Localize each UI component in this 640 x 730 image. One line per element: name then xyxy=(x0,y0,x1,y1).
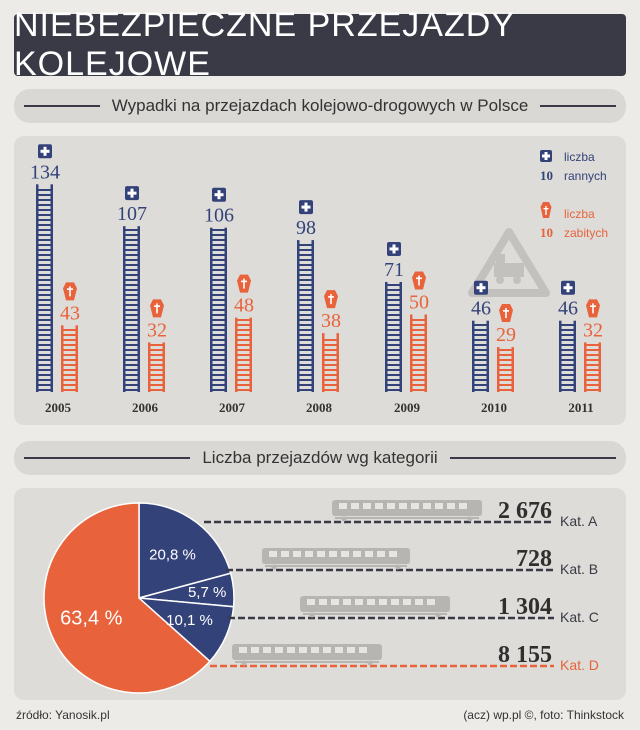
legend-injured-line1: liczba xyxy=(564,150,595,164)
injured-value-2006: 107 xyxy=(117,203,147,225)
injured-value-2007: 106 xyxy=(204,205,234,227)
train-car-icon-kata xyxy=(332,500,482,522)
injured-bar-2010 xyxy=(472,320,489,392)
category-rows: 2 676 Kat. A 728 Kat. B 1 304 Kat. C 8 155 Kat.… xyxy=(204,498,599,673)
killed-value-2006: 32 xyxy=(147,319,167,341)
accidents-bar-chart: liczba 10 rannych liczba 10 zabitych 134… xyxy=(30,144,608,415)
section-header-categories: Liczba przejazdów wg kategorii xyxy=(14,441,626,475)
injured-value-2005: 134 xyxy=(30,161,60,183)
legend-killed-line1: liczba xyxy=(564,207,595,221)
killed-coffin-icon-2009 xyxy=(412,271,426,290)
categories-pie-chart: 20,8 % 5,7 % 10,1 % 63,4 % 2 676 Kat. A 728 Ka… xyxy=(43,498,599,694)
killed-coffin-icon-2011 xyxy=(586,299,600,318)
railroad-crossing-sign-icon xyxy=(468,228,550,297)
category-label-katb: Kat. B xyxy=(560,561,598,577)
pie-slice-kata xyxy=(138,502,232,599)
injured-bar-2006 xyxy=(123,226,140,392)
injured-plus-icon-2005 xyxy=(38,144,52,159)
year-label-2009: 2009 xyxy=(394,400,421,415)
year-label-2008: 2008 xyxy=(306,400,333,415)
injured-value-2010: 46 xyxy=(471,298,491,320)
injured-value-2011: 46 xyxy=(558,298,578,320)
pie-percent-label-3: 63,4 % xyxy=(60,607,122,629)
train-car-icon-katc xyxy=(300,596,450,618)
category-label-katc: Kat. C xyxy=(560,609,599,625)
year-label-2005: 2005 xyxy=(45,400,72,415)
injured-plus-icon-2010 xyxy=(474,280,488,295)
injured-value-2009: 71 xyxy=(384,259,404,281)
killed-value-2008: 38 xyxy=(321,310,341,332)
year-label-2011: 2011 xyxy=(568,400,593,415)
footer-credit: (acz) wp.pl ©, foto: Thinkstock xyxy=(463,708,624,722)
killed-coffin-icon-2006 xyxy=(150,299,164,318)
page-title: NIEBEZPIECZNE PRZEJAZDY KOLEJOWE xyxy=(14,6,626,83)
injured-value-2008: 98 xyxy=(296,217,316,239)
legend-injured-line2: rannych xyxy=(564,169,607,183)
page-title-text: NIEBEZPIECZNE PRZEJAZDY KOLEJOWE xyxy=(14,6,515,83)
pie-slice-katd xyxy=(43,502,211,694)
pie-group: 20,8 % 5,7 % 10,1 % 63,4 % xyxy=(43,502,235,694)
killed-coffin-icon-2008 xyxy=(324,290,338,309)
killed-bar-2011 xyxy=(584,342,601,392)
injured-plus-icon-2009 xyxy=(387,241,401,256)
killed-coffin-icon-2005 xyxy=(63,282,77,301)
category-label-katd: Kat. D xyxy=(560,657,599,673)
pie-percent-label-2: 10,1 % xyxy=(166,612,213,629)
killed-bar-2007 xyxy=(235,317,252,392)
killed-value-2010: 29 xyxy=(496,324,516,346)
train-car-icon-katd xyxy=(232,644,382,666)
year-label-2007: 2007 xyxy=(219,400,246,415)
injured-bar-2008 xyxy=(297,240,314,392)
killed-bar-2009 xyxy=(410,314,427,392)
train-car-icon-katb xyxy=(262,548,410,570)
killed-value-2005: 43 xyxy=(60,302,80,324)
killed-value-2009: 50 xyxy=(409,292,429,314)
injured-bar-2009 xyxy=(385,281,402,392)
legend-killed-line2: zabitych xyxy=(564,226,608,240)
injured-plus-icon-2006 xyxy=(125,186,139,201)
category-value-katd: 8 155 xyxy=(498,642,552,668)
killed-value-2011: 32 xyxy=(583,319,603,341)
killed-bar-2006 xyxy=(148,342,165,392)
killed-value-2007: 48 xyxy=(234,295,254,317)
legend: liczba 10 rannych liczba 10 zabitych xyxy=(540,150,608,240)
injured-plus-icon-2011 xyxy=(561,280,575,295)
killed-bar-2005 xyxy=(61,325,78,392)
killed-coffin-icon-2007 xyxy=(237,274,251,293)
category-value-katc: 1 304 xyxy=(498,594,552,620)
year-label-2010: 2010 xyxy=(481,400,507,415)
injured-bar-2005 xyxy=(36,184,53,392)
injured-bar-2011 xyxy=(559,320,576,392)
section-title-categories: Liczba przejazdów wg kategorii xyxy=(190,448,450,468)
killed-bar-2010 xyxy=(497,347,514,392)
section-header-accidents: Wypadki na przejazdach kolejowo-drogowyc… xyxy=(14,89,626,123)
injured-bar-2007 xyxy=(210,227,227,392)
footer-source: źródło: Yanosik.pl xyxy=(16,708,110,722)
category-value-kata: 2 676 xyxy=(498,498,552,524)
legend-injured-scale: 10 xyxy=(540,168,553,183)
injured-plus-icon-2008 xyxy=(299,200,313,215)
pie-percent-label-1: 5,7 % xyxy=(188,584,226,601)
injured-plus-icon-2007 xyxy=(212,187,226,202)
pie-percent-label-0: 20,8 % xyxy=(149,546,196,563)
legend-killed-icon xyxy=(540,202,552,218)
accidents-panel xyxy=(14,136,626,425)
legend-killed-scale: 10 xyxy=(540,225,553,240)
killed-coffin-icon-2010 xyxy=(499,304,513,323)
section-title-accidents: Wypadki na przejazdach kolejowo-drogowyc… xyxy=(99,96,541,116)
category-label-kata: Kat. A xyxy=(560,513,598,529)
legend-injured-icon xyxy=(540,150,552,162)
killed-bar-2008 xyxy=(322,333,339,392)
category-value-katb: 728 xyxy=(516,546,552,572)
year-label-2006: 2006 xyxy=(132,400,159,415)
